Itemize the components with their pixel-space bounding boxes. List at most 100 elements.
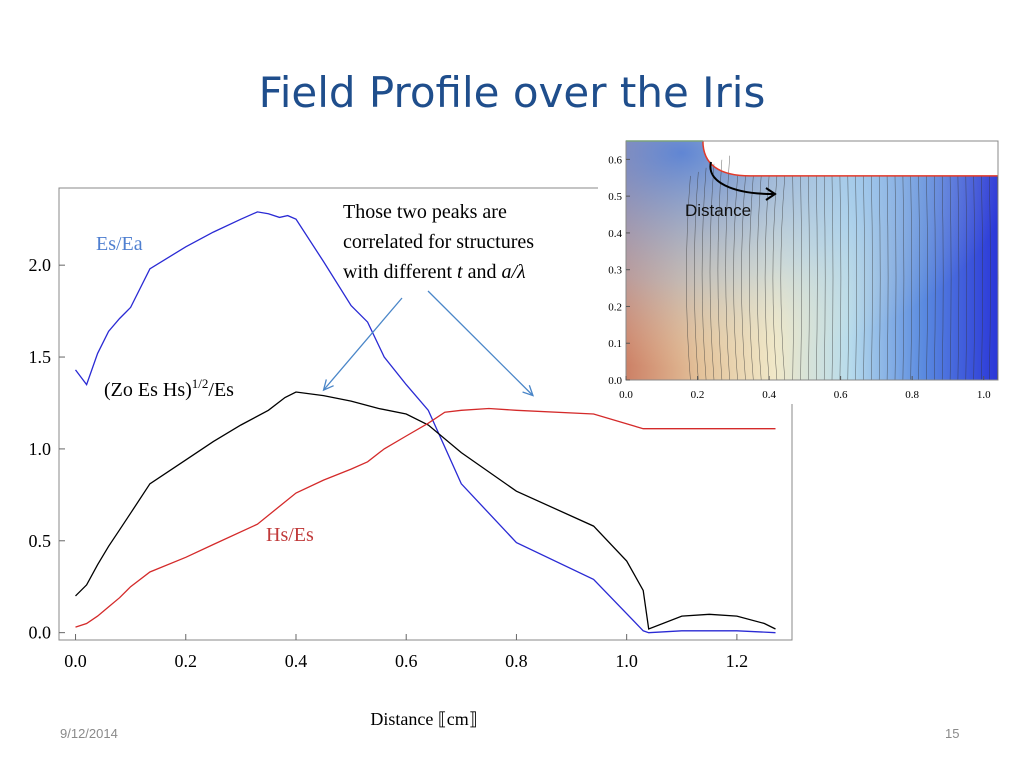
inset-x-tick-label-2: 0.4 <box>762 389 776 401</box>
inset-frame <box>625 140 999 381</box>
inset-x-tick-label-0: 0.0 <box>619 389 633 401</box>
contour-line <box>934 175 936 381</box>
contour-line <box>808 175 810 381</box>
inset-x-tick-label-4: 0.8 <box>905 389 919 401</box>
inset-y-tick-label-3: 0.3 <box>608 265 622 277</box>
annotation-and: and <box>463 261 502 283</box>
y-tick-label-4: 2.0 <box>29 255 52 275</box>
annotation-t: t <box>457 261 463 283</box>
contour-line <box>863 175 865 381</box>
x-tick-label-3: 0.6 <box>395 651 418 671</box>
inset-y-tick-label-2: 0.2 <box>608 301 622 313</box>
annotation-line-3: with different t and a/λ <box>343 261 526 283</box>
series-line-1 <box>75 391 776 630</box>
x-tick-label-0: 0.0 <box>64 651 87 671</box>
contour-line <box>839 175 842 381</box>
contour-line <box>847 175 850 381</box>
contour-line <box>800 175 802 381</box>
contour-line <box>686 175 691 381</box>
contour-line <box>823 175 826 381</box>
x-tick-label-5: 1.0 <box>615 651 638 671</box>
contour-line <box>733 175 738 381</box>
annotation-arrowhead-1 <box>522 385 535 397</box>
y-tick-label-3: 1.5 <box>29 347 52 367</box>
series-line-2 <box>75 407 776 628</box>
contour-line <box>910 175 912 381</box>
inset-x-tick-label-3: 0.6 <box>834 389 848 401</box>
contour-line <box>756 175 762 381</box>
inset-y-tick-label-6: 0.6 <box>608 154 622 166</box>
contour-line <box>792 175 794 381</box>
contour-line <box>855 175 857 381</box>
contour-line <box>973 175 975 381</box>
inset-distance-arrowhead <box>765 187 777 201</box>
annotation-ratio: a/λ <box>502 261 527 283</box>
inset-y-tick-label-0: 0.0 <box>608 375 622 387</box>
contour-line <box>831 175 834 381</box>
slide-title: Field Profile over the Iris <box>258 68 766 117</box>
contour-line <box>780 175 786 381</box>
contour-line <box>926 175 928 381</box>
contour-line <box>701 167 707 381</box>
inset-body <box>625 140 999 381</box>
annotation-line-1: Those two peaks are <box>343 201 507 223</box>
contour-line <box>871 175 873 381</box>
x-tick-label-4: 0.8 <box>505 651 528 671</box>
x-axis-label: Distance ⟦cm⟧ <box>370 709 477 729</box>
contour-line <box>902 175 905 381</box>
annotation-arrowhead-0 <box>322 379 334 392</box>
slide-page-number: 15 <box>945 726 960 741</box>
iris-boundary <box>702 140 998 177</box>
label-combined: (Zo Es Hs)1/2/Es <box>104 376 234 401</box>
label-es-ea: Es/Ea <box>96 233 143 255</box>
axis-ticks: 0.0 0.2 0.4 0.6 0.8 1.0 1.2 0.0 0.5 1.0 1.5 2.0 <box>29 255 749 671</box>
contour-line <box>894 175 897 381</box>
series-group <box>74 211 776 634</box>
x-tick-label-1: 0.2 <box>175 651 198 671</box>
contour-line <box>878 175 881 381</box>
inset-ticks: 0.0 0.2 0.4 0.6 0.8 1.0 0.0 0.1 0.2 0.3 0.4 0.5 0.6 <box>608 154 991 401</box>
label-combined-main: (Zo Es Hs) <box>104 379 192 401</box>
inset-distance-label: Distance <box>685 201 751 220</box>
contour-line <box>886 175 889 381</box>
contour-line <box>941 175 944 381</box>
contour-line <box>772 175 778 381</box>
contour-line <box>741 175 746 381</box>
inset-y-tick-label-5: 0.5 <box>608 191 622 203</box>
annotation-arrows <box>322 290 535 397</box>
contour-line <box>918 175 920 381</box>
contour-line <box>725 155 730 381</box>
contour-line <box>949 175 952 381</box>
y-tick-label-1: 0.5 <box>29 531 52 551</box>
inset-y-tick-label-1: 0.1 <box>608 338 622 350</box>
slide-date: 9/12/2014 <box>60 726 118 741</box>
contour-line <box>764 175 770 381</box>
contour-line <box>965 175 968 381</box>
annotation-line-3-prefix: with different <box>343 261 457 283</box>
contour-line <box>957 175 960 381</box>
y-tick-label-0: 0.0 <box>29 623 52 643</box>
contour-line <box>981 175 983 381</box>
contour-line <box>717 159 723 381</box>
label-combined-tail: /Es <box>208 379 234 401</box>
annotation-arrow-0 <box>323 297 403 391</box>
series-line-0 <box>74 211 776 634</box>
inset-x-tick-label-1: 0.2 <box>691 389 705 401</box>
annotation-line-2: correlated for structures <box>343 231 534 253</box>
contour-line <box>694 171 699 381</box>
inset-distance-arrow <box>709 161 774 195</box>
contour-line <box>749 175 754 381</box>
inset-field-map: 0.0 0.2 0.4 0.6 0.8 1.00.00.10.20.30.40.50.6 … <box>598 134 1008 404</box>
x-tick-label-2: 0.4 <box>285 651 308 671</box>
field-region-shading <box>626 141 998 380</box>
inset-x-tick-label-5: 1.0 <box>977 389 991 401</box>
annotation-arrow-1 <box>427 290 534 397</box>
x-tick-label-6: 1.2 <box>726 651 749 671</box>
label-combined-sup: 1/2 <box>192 376 209 391</box>
contour-line <box>989 175 991 381</box>
contour-line <box>816 175 818 381</box>
plot-frame <box>58 187 793 641</box>
y-tick-label-2: 1.0 <box>29 439 52 459</box>
label-hs-es: Hs/Es <box>266 524 314 546</box>
